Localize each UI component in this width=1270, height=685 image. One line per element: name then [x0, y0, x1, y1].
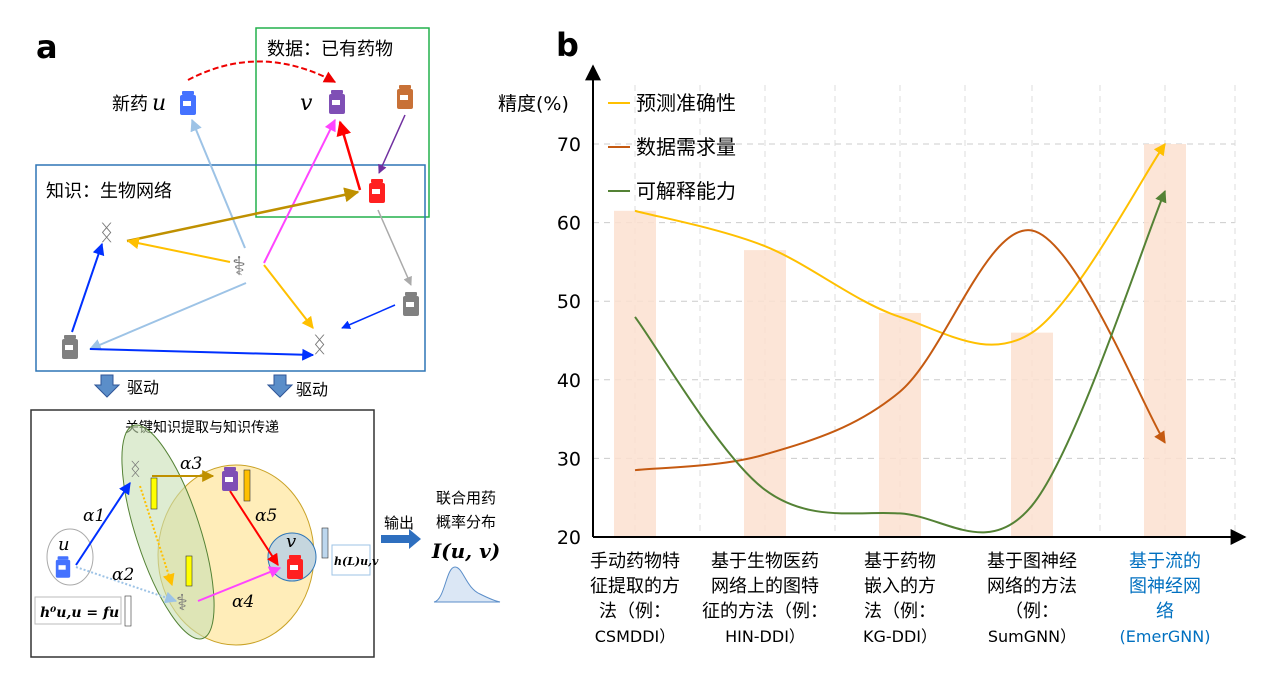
- v-node-label: v: [286, 531, 296, 552]
- h0-box: [34, 596, 122, 625]
- propagation-edges: [75, 470, 282, 604]
- stethoscope-icon: ⚕: [232, 252, 246, 282]
- result-line2: 概率分布: [436, 513, 496, 531]
- knowledge-box: [35, 164, 426, 372]
- y-tick-label: 70: [557, 134, 581, 156]
- legend-label: 可解释能力: [636, 179, 736, 203]
- x-category-label: 手动药物特: [590, 551, 680, 572]
- x-category-label: 法（例：: [864, 601, 936, 622]
- series-line: [634, 229, 1166, 472]
- series-line: [634, 190, 1167, 534]
- x-category-label: 基于药物: [864, 551, 936, 572]
- data-box: [255, 27, 430, 218]
- bar: [879, 312, 921, 537]
- dna-icon: ᛝ: [100, 221, 113, 246]
- alpha1-label: α1: [83, 506, 105, 526]
- y-tick-label: 60: [557, 213, 581, 235]
- embedding-vector: [185, 555, 193, 587]
- drug-red-icon: [369, 179, 385, 203]
- drug-grey-icon: [62, 335, 78, 359]
- drug-v-icon: [329, 90, 345, 114]
- result-line1: 联合用药: [436, 489, 496, 507]
- y-tick-label: 30: [557, 448, 581, 470]
- legend-label: 预测准确性: [636, 91, 736, 115]
- legend-label: 数据需求量: [636, 135, 736, 159]
- panel-b-label: b: [556, 26, 579, 64]
- x-category-label: 基于流的: [1129, 551, 1201, 572]
- hL-box: [331, 544, 371, 576]
- predicted-interaction-arrow: [187, 60, 337, 83]
- drug-icon: [222, 467, 238, 491]
- network-edges: [71, 114, 412, 361]
- new-drug-label: 新药: [112, 94, 148, 115]
- v-label: v: [300, 91, 313, 116]
- hL-formula: h(L)u,v: [334, 555, 379, 568]
- embedding-vector: [150, 477, 158, 510]
- x-category-label: 络: [1156, 601, 1174, 622]
- embedding-vector: [243, 469, 251, 502]
- bar: [1144, 144, 1186, 537]
- x-category-label: (EmerGNN): [1120, 627, 1211, 646]
- data-box-title: 数据：已有药物: [267, 39, 393, 60]
- x-category-label: 征提取的方: [590, 576, 680, 597]
- x-category-label: KG-DDI）: [863, 627, 937, 646]
- u-node-label: u: [58, 534, 70, 555]
- bar: [744, 250, 786, 538]
- dna-icon: ᛝ: [130, 459, 141, 480]
- x-category-label: 网络上的图特: [711, 576, 819, 597]
- panel-a-label: a: [36, 28, 58, 66]
- x-category-label: 基于生物医药: [711, 551, 819, 572]
- x-category-label: 法（例：: [599, 601, 671, 622]
- u-label: u: [152, 91, 166, 116]
- dna-icon: ᛝ: [313, 333, 326, 358]
- x-category-label: 图神经网: [1129, 576, 1201, 597]
- drive-label-1: 驱动: [127, 378, 159, 397]
- knowledge-box-title: 知识：生物网络: [46, 181, 172, 202]
- x-category-label: 嵌入的方: [864, 576, 936, 597]
- bar: [614, 210, 656, 537]
- y-tick-label: 50: [557, 291, 581, 313]
- x-category-label: 征的方法（例：: [702, 601, 828, 622]
- new-drug-icon: [180, 91, 196, 115]
- u-drug-icon: [55, 556, 71, 578]
- process-title: 关键知识提取与知识传递: [125, 419, 279, 436]
- h0-formula: h⁰u,u = fu: [40, 605, 119, 621]
- series-line: [634, 143, 1166, 346]
- alpha5-label: α5: [255, 506, 277, 526]
- alpha2-label: α2: [112, 565, 134, 585]
- x-category-label: 基于图神经: [987, 551, 1077, 572]
- alpha3-label: α3: [180, 454, 202, 474]
- bar: [1011, 332, 1053, 537]
- drive-label-2: 驱动: [296, 380, 328, 399]
- drive-arrow-icon: [266, 374, 294, 398]
- y-tick-label: 20: [557, 527, 581, 549]
- drive-arrow-icon: [93, 374, 121, 398]
- v-drug-icon: [287, 555, 303, 579]
- y-axis-label: 精度(%): [498, 93, 569, 115]
- x-category-label: 网络的方法: [987, 576, 1077, 597]
- alpha4-label: α4: [232, 592, 254, 612]
- distribution-curve-icon: [433, 566, 501, 603]
- result-formula: I(u, v): [431, 539, 500, 563]
- embedding-vector: [321, 527, 329, 559]
- drug-grey-icon: [403, 292, 419, 316]
- embedding-vector: [124, 595, 132, 627]
- x-category-label: （例：: [1005, 601, 1059, 622]
- stethoscope-icon: ⚕: [176, 591, 188, 616]
- x-category-label: SumGNN）: [988, 627, 1076, 646]
- output-arrow-icon: [381, 529, 421, 549]
- drug-orange-icon: [397, 85, 413, 109]
- output-label: 输出: [384, 514, 414, 532]
- x-category-label: CSMDDI）: [595, 627, 676, 646]
- x-category-label: HIN-DDI）: [725, 627, 805, 646]
- y-tick-label: 40: [557, 370, 581, 392]
- chart: 20 30 40 50 60 70: [557, 64, 1247, 549]
